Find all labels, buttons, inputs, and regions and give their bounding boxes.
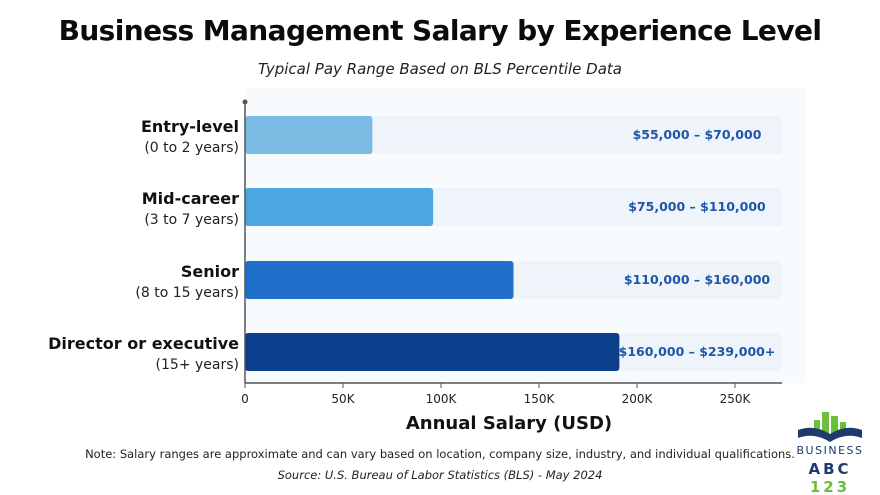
category-detail: (8 to 15 years) [135, 285, 239, 301]
x-tick-label: 0 [241, 392, 249, 406]
bar-track [245, 116, 782, 154]
logo-line-2: ABC 123 [790, 460, 870, 495]
x-tick-label: 250K [720, 392, 752, 406]
x-tick-label: 50K [331, 392, 355, 406]
bar [245, 188, 434, 226]
footnote: Note: Salary ranges are approximate and … [85, 447, 795, 461]
bar [245, 116, 373, 154]
x-tick-label: 100K [426, 392, 458, 406]
chart-title: Business Management Salary by Experience… [58, 14, 822, 47]
x-tick-label: 200K [622, 392, 654, 406]
business-abc-123-logo: BUSINESS ABC 123 [790, 408, 870, 495]
bar-range-label: $110,000 – $160,000 [624, 272, 771, 287]
x-axis-title: Annual Salary (USD) [406, 413, 612, 434]
logo-numbers: 123 [809, 478, 851, 495]
bar [245, 261, 514, 299]
salary-bar-chart: $55,000 – $70,000 Entry-level (0 to 2 year… [48, 99, 782, 434]
x-tick-label: 150K [524, 392, 556, 406]
category-detail: (3 to 7 years) [144, 212, 239, 228]
y-axis-cap [242, 99, 248, 105]
bar-range-label: $160,000 – $239,000+ [619, 344, 776, 359]
category-label: Entry-level [141, 117, 239, 136]
logo-line-1: BUSINESS [796, 444, 864, 457]
bar-range-label: $55,000 – $70,000 [633, 127, 762, 142]
category-label: Mid-career [142, 189, 239, 208]
chart-subtitle: Typical Pay Range Based on BLS Percentil… [258, 60, 622, 78]
category-detail: (15+ years) [156, 357, 239, 373]
category-label: Senior [181, 262, 239, 281]
logo-letters: ABC [808, 460, 852, 478]
source-citation: Source: U.S. Bureau of Labor Statistics … [277, 468, 603, 482]
bar [245, 333, 620, 371]
bar-range-label: $75,000 – $110,000 [628, 199, 766, 214]
category-label: Director or executive [48, 334, 239, 353]
category-detail: (0 to 2 years) [144, 140, 239, 156]
book-chart-icon [798, 412, 862, 442]
